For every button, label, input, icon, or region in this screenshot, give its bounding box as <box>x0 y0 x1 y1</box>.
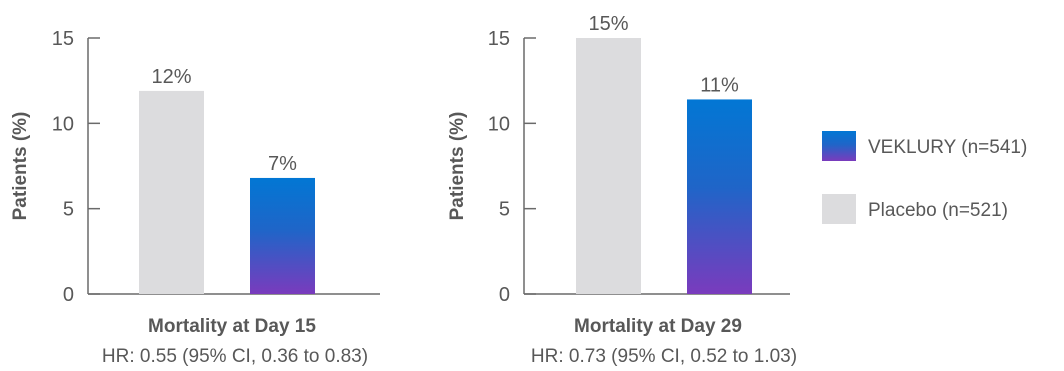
chart-panel-day29: 0 5 10 15 15% 11% Patients (%) Mortality at … <box>447 13 797 367</box>
y-tick-label: 10 <box>488 113 510 135</box>
y-axis-label: Patients (%) <box>447 112 468 221</box>
bar-value-label: 7% <box>268 153 297 175</box>
y-axis-label: Patients (%) <box>10 112 31 221</box>
legend-swatch-placebo <box>822 194 856 224</box>
y-tick-label: 15 <box>488 28 510 50</box>
y-tick-label: 5 <box>63 199 74 221</box>
legend-label-placebo: Placebo (n=521) <box>868 200 1008 221</box>
chart-panel-day15: 0 5 10 15 12% 7% Patients (%) Mortality at D… <box>10 28 380 367</box>
legend: VEKLURY (n=541) Placebo (n=521) <box>822 131 1027 224</box>
y-tick-label: 0 <box>63 284 74 306</box>
bar-value-label: 12% <box>151 66 191 88</box>
hazard-ratio-text: HR: 0.55 (95% CI, 0.36 to 0.83) <box>102 346 368 366</box>
legend-swatch-veklury <box>822 131 856 161</box>
bar-veklury <box>250 177 315 294</box>
y-tick-label: 15 <box>52 28 74 50</box>
bar-veklury <box>687 99 752 294</box>
y-tick-label: 10 <box>52 113 74 135</box>
y-tick-label: 5 <box>499 199 510 221</box>
bar-value-label: 11% <box>700 74 739 96</box>
y-tick-label: 0 <box>499 284 510 306</box>
legend-label-veklury: VEKLURY (n=541) <box>868 137 1027 158</box>
bar-placebo <box>576 38 641 294</box>
bar-placebo <box>139 90 204 294</box>
x-axis-label: Mortality at Day 15 <box>148 316 316 337</box>
x-axis-label: Mortality at Day 29 <box>574 316 742 337</box>
hazard-ratio-text: HR: 0.73 (95% CI, 0.52 to 1.03) <box>531 346 797 366</box>
bar-value-label: 15% <box>588 13 628 35</box>
